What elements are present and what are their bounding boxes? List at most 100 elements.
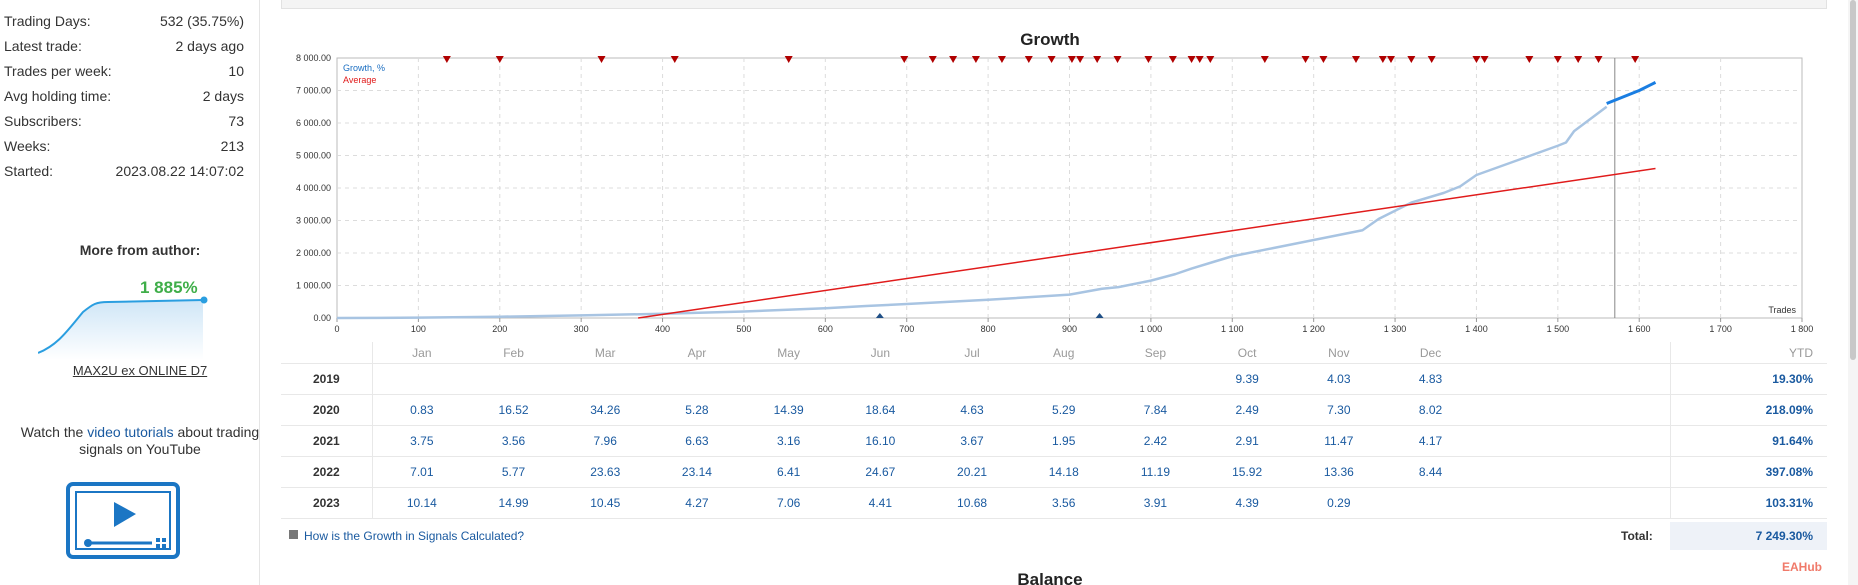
video-tutorials-text: Watch the video tutorials about trading … [20,424,260,458]
month-cell: 8.02 [1418,403,1443,417]
month-cell: Jan [412,345,432,360]
top-marker [1525,56,1534,63]
month-cell: 3.91 [1143,496,1168,510]
ytd-cell: 218.09% [1765,403,1813,417]
ytd-cell: 19.30% [1772,372,1813,386]
month-cell [835,364,927,394]
stat-row: Started: 2023.08.22 14:07:02 [4,163,244,183]
series-line-0 [336,105,1608,320]
more-from-author-heading: More from author: [79,242,201,258]
stat-label: Started: [4,163,54,179]
growth-title: Growth [1020,30,1080,49]
month-cell: 5.28 [685,403,709,417]
month-cell [743,364,835,394]
legend-growth: Growth, % [343,63,385,73]
stat-value: 2 days [202,88,244,104]
stat-label: Subscribers: [4,113,82,129]
growth-calculation-link[interactable]: How is the Growth in Signals Calculated? [304,529,525,543]
y-tick-label: 0.00 [313,313,331,323]
month-cell: 10.68 [957,496,988,510]
stat-label: Avg holding time: [4,88,112,104]
x-tick-label: 1 500 [1547,324,1570,334]
y-tick-label: 7 000.00 [296,86,331,96]
month-cell [1110,364,1202,394]
y-tick-label: 3 000.00 [296,216,331,226]
scrollbar-thumb[interactable] [1850,0,1856,360]
top-marker [1301,56,1310,63]
month-cell: 2.49 [1235,403,1259,417]
table-row: 2022 7.01 5.77 23.63 23.14 6.41 24.67 20.21 14.1… [281,457,1827,488]
month-cell: 18.64 [865,403,896,417]
month-cell: Jul [964,345,980,360]
series-line-1 [1606,81,1657,105]
balance-title: Balance [1017,570,1083,585]
month-cell: Jun [870,345,891,360]
month-cell: Mar [594,345,616,360]
top-marker [928,56,937,63]
author-signal-sparkline[interactable] [38,280,213,360]
stat-row: Trading Days: 532 (35.75%) [4,13,244,33]
top-marker [1378,56,1387,63]
video-player-icon[interactable] [66,482,180,559]
stat-value: 532 (35.75%) [159,13,244,29]
month-cell: 14.99 [498,496,529,510]
month-cell [376,364,468,394]
month-cell: 4.17 [1418,434,1443,448]
watch-prefix: Watch the [20,424,88,440]
month-cell: 15.92 [1232,465,1263,479]
table-divider [1670,342,1671,519]
month-cell: Nov [1328,345,1350,360]
month-cell: 7.96 [593,434,617,448]
month-cell: May [777,345,800,360]
top-marker [1187,56,1196,63]
ytd-header: YTD [1789,345,1813,360]
x-tick-label: 500 [736,324,751,334]
stat-row: Weeks: 213 [4,138,244,158]
bottom-marker [1095,313,1104,318]
stat-label: Latest trade: [4,38,82,54]
stat-label: Trades per week: [4,63,112,79]
top-marker [597,56,606,63]
month-cell: 6.41 [776,465,801,479]
month-cell: 0.83 [410,403,434,417]
top-marker [900,56,909,63]
x-tick-label: 900 [1062,324,1077,334]
author-signal-link[interactable]: MAX2U ex ONLINE D7 [72,363,208,378]
x-tick-label: 1 800 [1791,324,1814,334]
month-cell [1018,364,1110,394]
month-cell: 3.75 [410,434,434,448]
x-tick-label: 600 [818,324,833,334]
month-cell: 23.63 [590,465,621,479]
page-scrollbar[interactable] [1848,0,1858,585]
month-cell: 3.56 [501,434,526,448]
watch-suffix: about trading signals on YouTube [79,424,260,457]
top-marker [1386,56,1395,63]
month-cell: 0.29 [1327,496,1351,510]
month-cell: 3.67 [960,434,984,448]
video-tutorials-link[interactable]: video tutorials [87,424,174,440]
table-row: 2021 3.75 3.56 7.96 6.63 3.16 16.10 3.67 1.95 2.4… [281,426,1827,457]
top-marker [1480,56,1489,63]
table-row: 2020 0.83 16.52 34.26 5.28 14.39 18.64 4.63 5.29… [281,395,1827,426]
month-cell: 4.41 [868,496,893,510]
month-cell: 9.39 [1235,372,1259,386]
x-tick-label: 300 [574,324,589,334]
table-row: 2019 9.39 4.03 4.83 19.30% [281,364,1827,395]
month-cell: Aug [1053,345,1075,360]
x-tick-label: 1 700 [1709,324,1732,334]
month-cell: 16.52 [498,403,529,417]
month-cell: 10.45 [590,496,621,510]
x-tick-label: 200 [492,324,507,334]
month-cell: 3.56 [1052,496,1076,510]
bottom-marker [875,313,884,318]
ytd-cell: 91.64% [1772,434,1813,448]
total-box: 7 249.30% [1670,522,1827,550]
month-cell: 11.19 [1140,465,1170,479]
eahub-watermark: EAHub [1782,560,1822,574]
top-marker [1093,56,1102,63]
top-marker [1351,56,1360,63]
month-cell: 3.16 [776,434,801,448]
y-tick-label: 6 000.00 [296,118,331,128]
year-cell: 2023 [313,496,340,510]
signal-sidebar: Trading Days: 532 (35.75%) Latest trade: 2 … [0,0,260,585]
